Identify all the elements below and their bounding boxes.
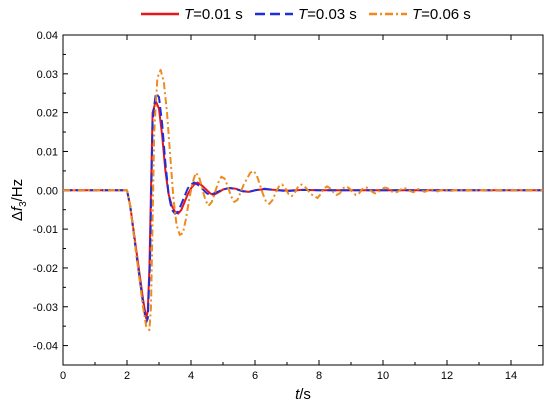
y-axis-prefix: Δ [9,211,26,221]
x-axis-unit: /s [299,386,311,403]
x-axis-var: t [295,386,300,403]
y-tick-label-6: 0.02 [37,108,58,120]
legend-rest-1: =0.01 s [193,6,243,23]
x-tick-label-5: 10 [377,370,389,382]
x-tick-label-0: 0 [60,370,66,382]
series-layer [63,68,543,332]
legend-var-2: T [298,6,309,23]
x-tick-label-7: 14 [505,370,517,382]
y-axis-unit: /Hz [9,179,26,202]
legend-item-3: T=0.06 s [369,6,471,23]
series-line-3 [63,68,543,332]
legend-item-1: T=0.01 s [141,6,243,23]
y-tick-label-8: 0.04 [37,30,58,42]
x-tick-label-6: 12 [441,370,453,382]
legend-rest-2: =0.03 s [307,6,357,23]
legend-item-2: T=0.03 s [255,6,357,23]
y-tick-label-7: 0.03 [37,69,58,81]
y-axis-title: Δf3/Hz [9,179,29,221]
plot-frame [62,34,544,366]
legend-label-2: T=0.03 s [298,6,357,23]
legend-var-1: T [184,6,195,23]
y-axis-sub: 3 [18,201,29,207]
series-line-1 [63,100,543,320]
x-tick-label-1: 2 [124,370,130,382]
y-tick-label-5: 0.01 [37,146,58,158]
legend-var-3: T [412,6,423,23]
legend: T=0.01 s T=0.03 s T=0.06 s [141,6,471,23]
legend-label-3: T=0.06 s [412,6,471,23]
y-tick-label-0: -0.04 [33,341,58,353]
y-axis-ticks: -0.04 -0.03 -0.02 -0.01 0.00 0.01 0.02 0.03 0.04 [33,30,543,353]
series-line-2 [63,92,543,324]
x-tick-label-3: 6 [252,370,258,382]
x-axis-ticks: 0 2 4 6 8 10 12 14 [60,35,517,382]
y-tick-label-4: 0.00 [37,185,58,197]
x-axis-title: t/s [295,386,311,403]
y-axis-var: f [9,205,26,211]
y-tick-label-3: -0.01 [33,224,58,236]
y-tick-label-2: -0.02 [33,263,58,275]
y-tick-label-1: -0.03 [33,302,58,314]
legend-label-1: T=0.01 s [184,6,243,23]
legend-rest-3: =0.06 s [421,6,471,23]
x-tick-label-2: 4 [188,370,194,382]
x-tick-label-4: 8 [316,370,322,382]
